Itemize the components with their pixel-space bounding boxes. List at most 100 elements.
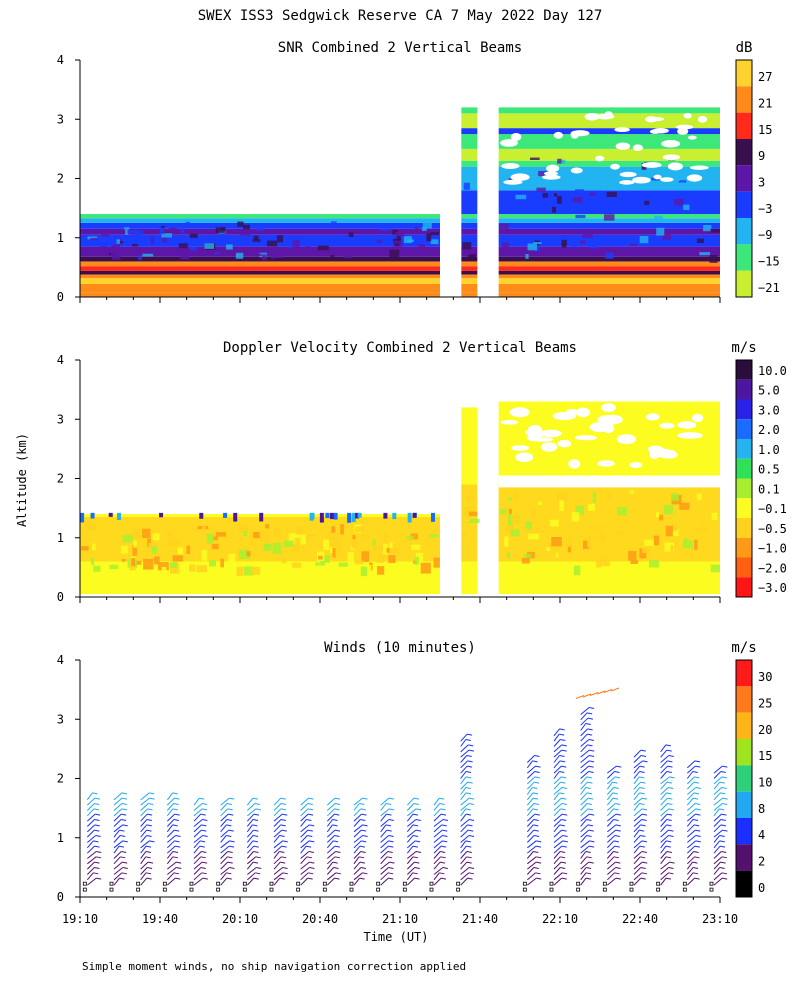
- wind-barb-tick: [227, 856, 233, 859]
- wind-barb: [433, 824, 443, 833]
- wind-barb: [380, 861, 390, 870]
- calm-marker: [602, 887, 607, 892]
- wind-barb: [87, 835, 97, 843]
- velocity-texture: [273, 527, 280, 537]
- wind-barb-tick: [614, 776, 621, 779]
- wind-barb: [713, 813, 722, 822]
- wind-barb: [580, 781, 588, 790]
- velocity-texture: [683, 538, 688, 543]
- wind-barb-tick: [199, 845, 205, 848]
- colorbar-label: 10: [758, 776, 772, 790]
- wind-barb: [460, 755, 468, 763]
- wind-barb-tick: [561, 797, 567, 800]
- wind-barb: [460, 819, 470, 827]
- snr-band: [461, 246, 478, 257]
- velocity-texture: [629, 490, 635, 494]
- wind-barb: [353, 845, 361, 854]
- wind-barb-tick: [309, 840, 315, 843]
- wind-barb: [220, 808, 229, 817]
- wind-barb-tick: [201, 872, 207, 875]
- wind-barb-tick: [532, 760, 538, 763]
- y-tick-label: 2: [57, 172, 64, 186]
- colorbar-swatch: [736, 458, 752, 479]
- wind-barb-tick: [93, 872, 99, 875]
- snr-texture: [216, 223, 227, 228]
- snr-texture: [343, 250, 353, 258]
- velocity-texture: [531, 509, 537, 518]
- wind-barb-tick: [666, 749, 672, 752]
- wind-barb-tick: [359, 861, 366, 864]
- wind-barb: [580, 877, 587, 886]
- velocity-texture: [588, 503, 596, 511]
- wind-barb-tick: [306, 819, 312, 821]
- wind-barb: [460, 765, 468, 774]
- snr-texture: [161, 233, 172, 238]
- wind-barb: [606, 835, 616, 843]
- colorbar-label: −3: [758, 202, 772, 216]
- colorbar-swatch: [736, 557, 752, 578]
- wind-barb-tick: [640, 856, 646, 859]
- velocity-texture: [671, 528, 679, 537]
- velocity-texture: [328, 532, 340, 541]
- velocity-texture: [549, 519, 559, 527]
- wind-barb: [633, 819, 642, 827]
- wind-barb-tick: [362, 824, 368, 827]
- velocity-gap: [540, 442, 558, 452]
- wind-barb-tick: [640, 834, 646, 837]
- wind-barb-tick: [588, 771, 594, 773]
- snr-texture: [651, 177, 660, 181]
- wind-barb: [633, 872, 643, 881]
- wind-barb-tick: [695, 813, 701, 816]
- wind-barb: [380, 872, 389, 881]
- snr-texture: [538, 170, 547, 177]
- snr-gap: [500, 139, 518, 147]
- velocity-gap: [575, 407, 591, 418]
- calm-marker: [349, 887, 354, 892]
- wind-barb: [633, 861, 643, 870]
- wind-barb: [406, 872, 414, 881]
- wind-barb: [460, 824, 468, 833]
- wind-barb-tick: [560, 760, 566, 763]
- snr-texture: [132, 243, 138, 247]
- wind-barb: [580, 792, 588, 801]
- wind-barb-tick: [414, 866, 420, 869]
- wind-barb: [273, 867, 283, 875]
- wind-barb: [246, 824, 253, 833]
- wind-barb-tick: [722, 829, 728, 832]
- velocity-edge: [333, 512, 338, 520]
- wind-barb: [633, 824, 641, 833]
- snr-texture: [395, 231, 405, 237]
- wind-barb: [633, 803, 640, 811]
- wind-barb: [460, 835, 470, 843]
- velocity-texture: [354, 526, 365, 533]
- wind-barb: [166, 819, 175, 827]
- snr-texture: [653, 215, 663, 222]
- wind-barb: [300, 835, 308, 843]
- wind-barb-tick: [94, 824, 100, 827]
- wind-barb-tick: [279, 877, 285, 880]
- wind-barb: [526, 760, 533, 769]
- colorbar-swatch: [736, 818, 752, 845]
- wind-barb: [580, 829, 590, 838]
- velocity-texture: [147, 538, 151, 548]
- snr-band: [461, 214, 478, 219]
- velocity-texture: [696, 493, 702, 501]
- snr-texture: [582, 230, 593, 239]
- snr-band: [498, 256, 720, 262]
- velocity-texture: [157, 562, 169, 571]
- wind-barb: [686, 819, 694, 827]
- x-tick-label: 21:10: [382, 912, 418, 926]
- wind-barb: [686, 776, 695, 785]
- wind-barb-tick: [147, 808, 153, 811]
- wind-barb-tick: [332, 819, 338, 821]
- wind-barb: [686, 851, 694, 859]
- snr-texture: [215, 227, 226, 233]
- snr-texture: [178, 243, 188, 249]
- snr-texture: [624, 177, 635, 182]
- wind-barb: [606, 781, 613, 790]
- calm-marker: [549, 881, 554, 886]
- velocity-texture: [142, 528, 151, 539]
- snr-texture: [189, 246, 197, 251]
- calm-marker: [576, 887, 581, 892]
- wind-barb-tick: [639, 776, 645, 779]
